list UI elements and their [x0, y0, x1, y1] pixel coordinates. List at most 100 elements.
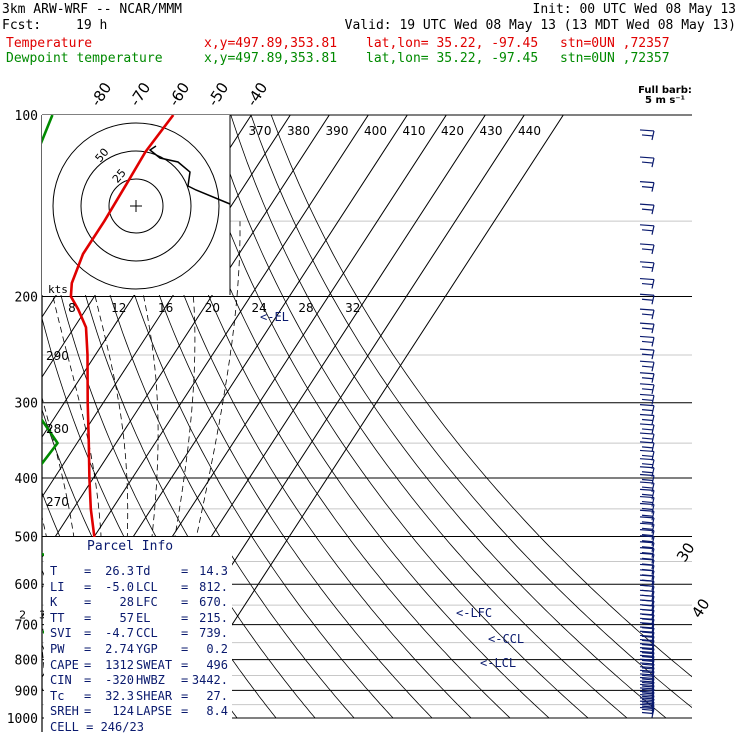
model-title: 3km ARW-WRF -- NCAR/MMM [2, 2, 183, 17]
hodo-axis-label: 32 [345, 301, 360, 315]
hodo-units: kts [48, 283, 68, 296]
parcel-param-value: 8.4 [206, 704, 228, 719]
wind-barbs [639, 129, 655, 718]
parcel-equals: = [181, 595, 189, 610]
parcel-param-label: K [50, 595, 58, 610]
parcel-param-label: SVI [50, 626, 72, 641]
parcel-param-label: LI [50, 579, 65, 594]
legend-temperature: Temperature [6, 36, 93, 51]
parcel-param-value: 0.2 [206, 642, 228, 656]
dry-adiabat [149, 115, 511, 719]
moist-adiabat [0, 221, 15, 718]
parcel-param-value: 124 [112, 704, 134, 719]
parcel-param-label: YGP [136, 642, 158, 656]
parcel-param-value: 2.74 [105, 642, 134, 656]
parcel-param-value: 3442. [191, 673, 228, 688]
parcel-param-label: CIN [50, 673, 72, 688]
dry-adiabat [109, 115, 433, 719]
hodo-axis-label: 16 [158, 301, 173, 315]
hodograph-trace [148, 145, 231, 205]
dewpoint-xy: x,y=497.89,353.81 [204, 51, 338, 66]
parcel-equals: = [181, 688, 189, 703]
dry-adiabat [89, 115, 394, 719]
parcel-param-label: SREH [50, 704, 79, 719]
dewpoint-latlon: lat,lon= 35.22, -97.45 [366, 51, 539, 66]
marker-el: <-EL [260, 310, 289, 324]
parcel-param-label: CCL [136, 626, 158, 641]
barb-legend-title: Full barb: [638, 85, 692, 96]
isotherm [42, 115, 369, 618]
dry-adiabat [0, 115, 3, 718]
hodo-axis-label: 24 [252, 301, 267, 315]
pressure-tick-label: 200 [15, 291, 38, 306]
parcel-param-label: LFC [136, 595, 158, 610]
parcel-param-label: T [50, 564, 58, 578]
parcel-equals: = [181, 564, 189, 578]
hodo-axis-label: 8 [68, 301, 76, 315]
parcel-param-label: LCL [136, 579, 158, 594]
pressure-tick-label: 400 [15, 472, 38, 487]
dry-adiabat [129, 115, 472, 719]
theta-label: 390 [326, 124, 349, 138]
parcel-param-label: PW [50, 642, 65, 656]
theta-label: 440 [518, 124, 541, 138]
parcel-param-value: 28 [119, 595, 134, 610]
hodo-axis-label: 20 [205, 301, 220, 315]
parcel-param-value: 27. [206, 688, 228, 703]
legend-dewpoint: Dewpoint temperature [6, 51, 163, 66]
dry-adiabat [250, 115, 692, 709]
parcel-equals: = [84, 626, 92, 641]
pressure-tick-label: 100 [15, 109, 38, 124]
parcel-param-label: SWEAT [136, 657, 173, 672]
parcel-equals: = [84, 673, 92, 688]
pressure-tick-label: 700 [15, 619, 38, 634]
temperature-xy: x,y=497.89,353.81 [204, 36, 338, 51]
parcel-param-value: 739. [199, 626, 228, 641]
parcel-equals: = [84, 595, 92, 610]
parcel-param-label: LAPSE [136, 704, 173, 719]
parcel-equals: = [181, 673, 189, 688]
parcel-param-value: -5.0 [105, 579, 134, 594]
forecast-hour: 19 h [76, 18, 108, 33]
parcel-equals: = [84, 704, 92, 719]
parcel-param-label: Tc [50, 688, 65, 703]
mixing-ratio-label: 2 [19, 609, 26, 622]
theta-label: 430 [480, 124, 503, 138]
theta-label: 380 [287, 124, 310, 138]
parcel-param-value: 215. [199, 610, 228, 625]
pressure-tick-label: 600 [15, 578, 38, 593]
barb-legend-value: 5 m s⁻¹ [645, 95, 685, 106]
parcel-equals: = [181, 626, 189, 641]
mixing-ratio-label: 3 [39, 609, 46, 622]
marker-ccl: <-CCL [488, 632, 524, 646]
parcel-equals: = [84, 564, 92, 578]
pressure-tick-label: 1000 [7, 712, 38, 727]
parcel-equals: = [84, 657, 92, 672]
theta-label: 420 [441, 124, 464, 138]
parcel-info-panel: Parcel Info T = 26.3 Td = 14.3 LI = -5.0 LCL = 812.… [44, 537, 232, 734]
parcel-cell: CELL = 246/23 [50, 720, 144, 734]
theta-label: 410 [403, 124, 426, 138]
parcel-param-value: 26.3 [105, 564, 134, 578]
hodo-ring [108, 178, 164, 234]
pressure-tick-label: 300 [15, 397, 38, 412]
theta-label: 370 [249, 124, 272, 138]
init-time: Init: 00 UTC Wed 08 May 13 [532, 2, 737, 17]
marker-lcl: <-LCL [480, 656, 516, 670]
forecast-label: Fcst: [2, 18, 42, 33]
parcel-equals: = [181, 579, 189, 594]
marker-lfc: <-LFC [456, 606, 492, 620]
parcel-param-label: SHEAR [136, 688, 173, 703]
parcel-param-value: 670. [199, 595, 228, 610]
parcel-info-title: Parcel Info [87, 539, 174, 554]
parcel-param-value: -320 [105, 673, 134, 688]
hodo-ring [52, 122, 220, 290]
parcel-param-value: 32.3 [105, 688, 134, 703]
theta-e-label: 280 [46, 422, 69, 436]
temperature-tick-label: -40 [243, 79, 271, 109]
parcel-param-value: 14.3 [199, 564, 228, 578]
dry-adiabat [230, 115, 667, 719]
parcel-equals: = [181, 657, 189, 672]
theta-e-label: 290 [46, 349, 69, 363]
theta-e-label: 270 [46, 495, 69, 509]
